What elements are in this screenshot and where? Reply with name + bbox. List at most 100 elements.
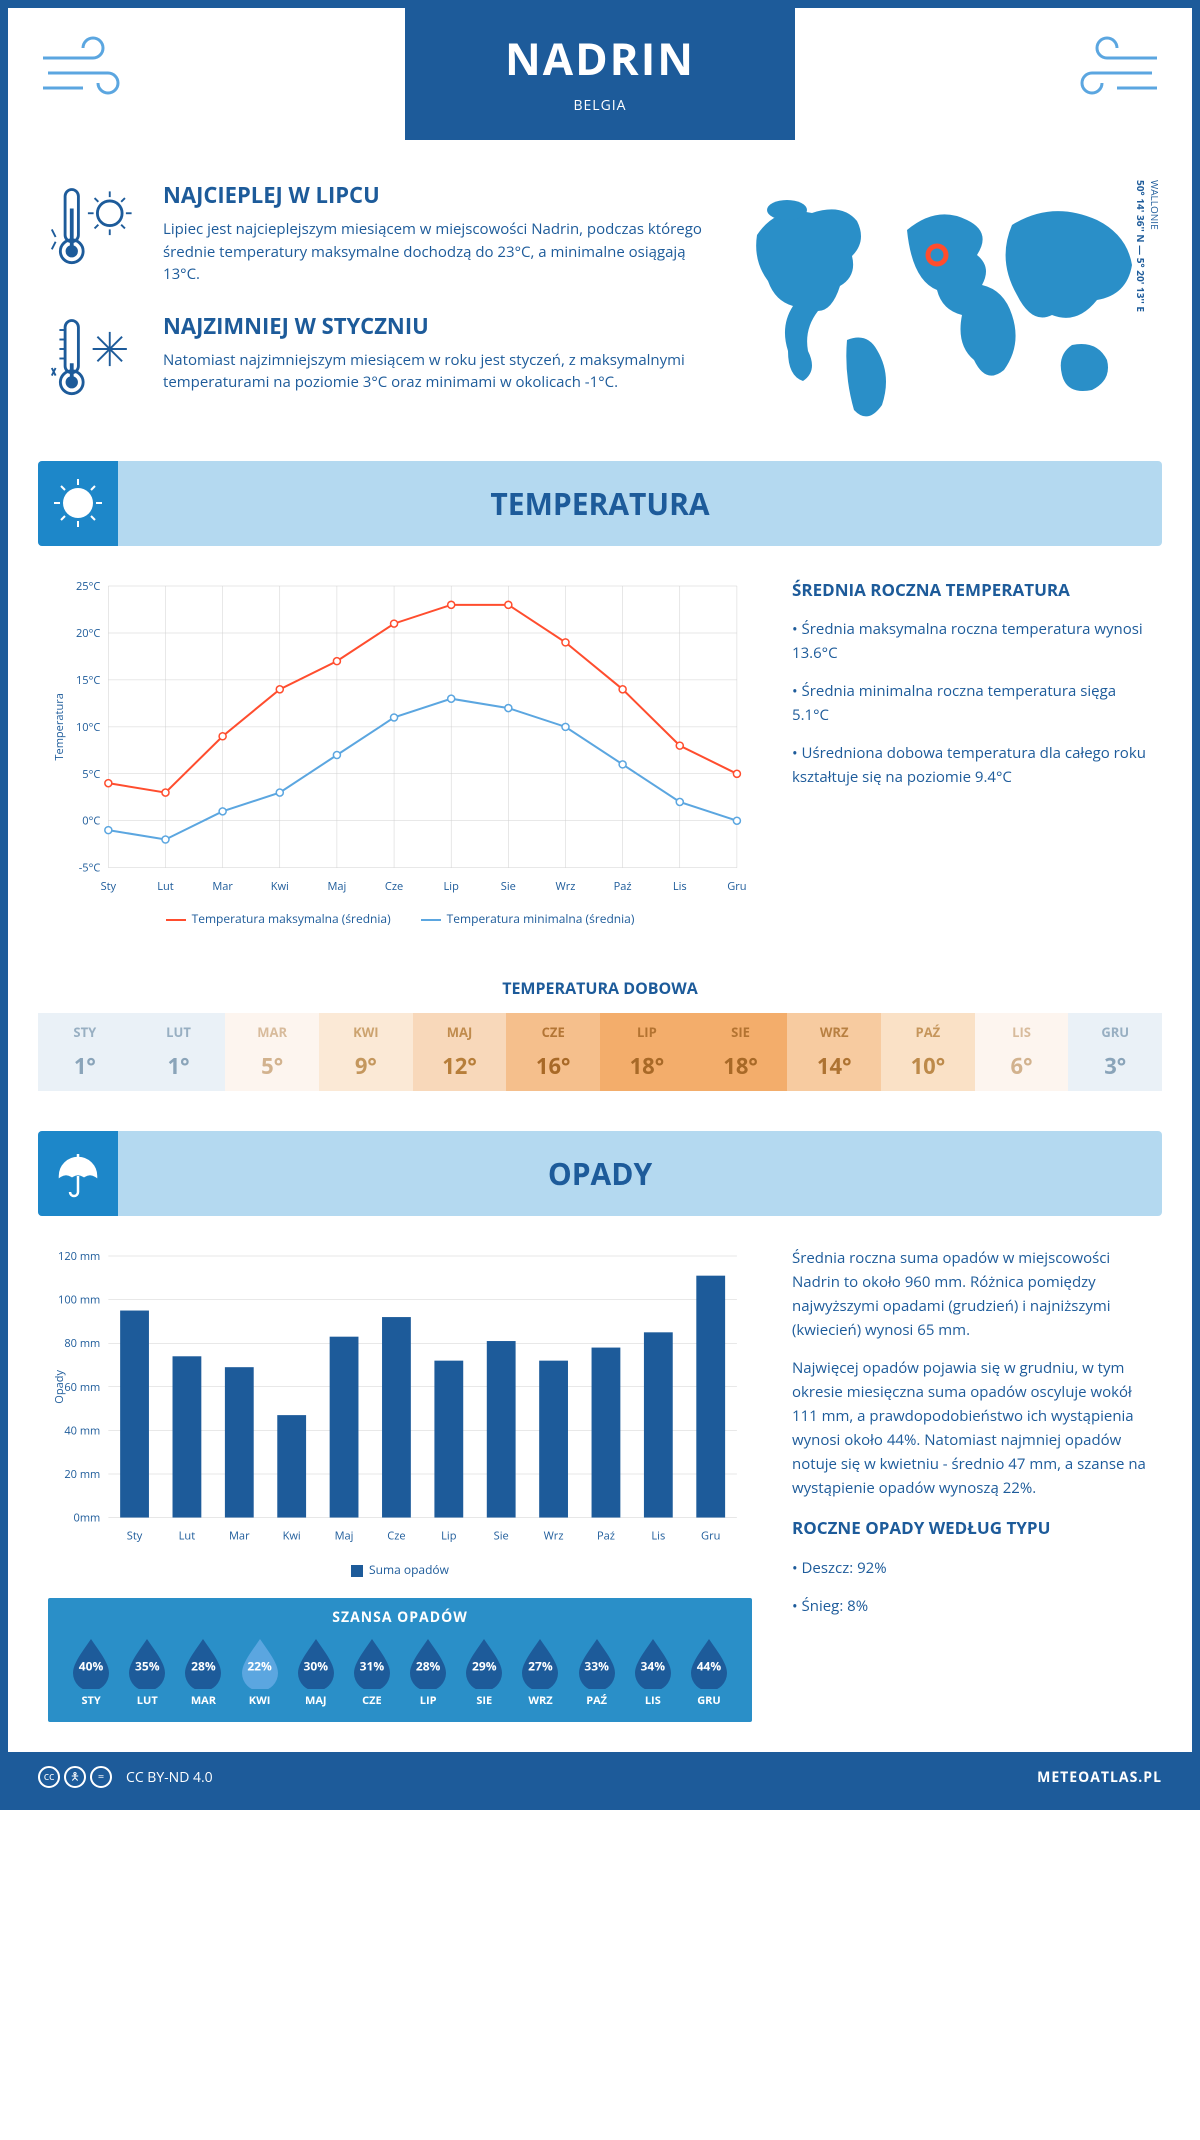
precip-chance: SZANSA OPADÓW 40%STY35%LUT28%MAR22%KWI30…: [48, 1598, 752, 1722]
daily-temp-cell: LIS6°: [975, 1013, 1069, 1091]
legend-precip: Suma opadów: [351, 1561, 449, 1578]
header: NADRIN BELGIA: [8, 8, 1192, 170]
legend-min: Temperatura minimalna (średnia): [421, 910, 635, 927]
daily-temp-cell: STY1°: [38, 1013, 132, 1091]
intro: NAJCIEPLEJ W LIPCU Lipiec jest najcieple…: [8, 170, 1192, 461]
daily-temp-cell: MAJ12°: [413, 1013, 507, 1091]
region: WALLONIE: [1148, 180, 1162, 230]
precip-chart-col: Opady0mm20 mm40 mm60 mm80 mm100 mm120 mm…: [48, 1246, 752, 1722]
cold-title: NAJZIMNIEJ W STYCZNIU: [163, 311, 702, 341]
wind-icon: [1062, 28, 1162, 108]
wind-icon: [38, 28, 138, 108]
coords: WALLONIE 50° 14' 36'' N — 5° 20' 13'' E: [1134, 180, 1162, 312]
temperature-body: Temperatura-5°C0°C5°C10°C15°C20°C25°CSty…: [8, 546, 1192, 958]
warm-title: NAJCIEPLEJ W LIPCU: [163, 180, 702, 210]
svg-text:Cze: Cze: [387, 1529, 405, 1544]
city-title: NADRIN: [505, 28, 695, 88]
svg-text:Cze: Cze: [385, 878, 403, 893]
line-chart-legend: Temperatura maksymalna (średnia) Tempera…: [48, 910, 752, 927]
lat-lon: 50° 14' 36'' N — 5° 20' 13'' E: [1134, 180, 1148, 312]
line-chart: Temperatura-5°C0°C5°C10°C15°C20°C25°CSty…: [48, 576, 752, 898]
svg-text:-5°C: -5°C: [79, 860, 101, 875]
daily-temp-cell: LUT1°: [132, 1013, 226, 1091]
svg-text:0mm: 0mm: [74, 1511, 101, 1526]
intro-warm: NAJCIEPLEJ W LIPCU Lipiec jest najcieple…: [48, 180, 702, 286]
svg-text:120 mm: 120 mm: [58, 1249, 100, 1264]
svg-text:Lis: Lis: [651, 1529, 665, 1544]
svg-text:Lut: Lut: [179, 1529, 196, 1544]
umbrella-icon: [38, 1131, 118, 1216]
svg-text:100 mm: 100 mm: [58, 1293, 100, 1308]
svg-text:Mar: Mar: [212, 878, 233, 893]
svg-text:Wrz: Wrz: [544, 1529, 564, 1544]
svg-text:Temperatura: Temperatura: [52, 693, 67, 761]
precip-body: Opady0mm20 mm40 mm60 mm80 mm100 mm120 mm…: [8, 1216, 1192, 1752]
svg-text:Kwi: Kwi: [271, 878, 289, 893]
thermometer-snow-icon: [48, 311, 143, 406]
chance-title: SZANSA OPADÓW: [64, 1608, 736, 1627]
cold-text: Natomiast najzimniejszym miesiącem w rok…: [163, 349, 702, 394]
chance-cell: 44%GRU: [682, 1637, 736, 1708]
country: BELGIA: [505, 96, 695, 115]
chance-cell: 22%KWI: [233, 1637, 287, 1708]
bullet: • Średnia maksymalna roczna temperatura …: [792, 617, 1152, 665]
chance-cell: 34%LIS: [626, 1637, 680, 1708]
map-svg: [732, 180, 1152, 420]
daily-temp-cell: SIE18°: [694, 1013, 788, 1091]
daily-temp-title: TEMPERATURA DOBOWA: [8, 977, 1192, 999]
temperature-chart: Temperatura-5°C0°C5°C10°C15°C20°C25°CSty…: [48, 576, 752, 928]
bullet: • Śnieg: 8%: [792, 1594, 1152, 1618]
chance-cell: 28%MAR: [176, 1637, 230, 1708]
daily-temp-cell: PAŹ10°: [881, 1013, 975, 1091]
warm-text: Lipiec jest najcieplejszym miesiącem w m…: [163, 218, 702, 286]
footer: cc🯅= CC BY-ND 4.0 METEOATLAS.PL: [8, 1752, 1192, 1802]
svg-text:Lip: Lip: [444, 878, 460, 893]
svg-text:5°C: 5°C: [82, 766, 100, 781]
svg-text:60 mm: 60 mm: [64, 1380, 100, 1395]
intro-cold: NAJZIMNIEJ W STYCZNIU Natomiast najzimni…: [48, 311, 702, 406]
section-title-text: OPADY: [548, 1153, 652, 1194]
precip-para-2: Najwięcej opadów pojawia się w grudniu, …: [792, 1356, 1152, 1500]
chance-cell: 30%MAJ: [289, 1637, 343, 1708]
precip-para-1: Średnia roczna suma opadów w miejscowośc…: [792, 1246, 1152, 1342]
svg-text:Sty: Sty: [101, 878, 117, 893]
chance-row: 40%STY35%LUT28%MAR22%KWI30%MAJ31%CZE28%L…: [64, 1637, 736, 1708]
bullet: • Deszcz: 92%: [792, 1556, 1152, 1580]
daily-temp-cell: LIP18°: [600, 1013, 694, 1091]
section-title-text: TEMPERATURA: [490, 483, 709, 524]
page: NADRIN BELGIA NAJCIEPLEJ W LIPCU Lipiec …: [0, 0, 1200, 1810]
svg-text:Sty: Sty: [127, 1529, 143, 1544]
header-tab: NADRIN BELGIA: [405, 8, 795, 140]
precip-type-title: ROCZNE OPADY WEDŁUG TYPU: [792, 1514, 1152, 1541]
intro-text-col: NAJCIEPLEJ W LIPCU Lipiec jest najcieple…: [48, 180, 702, 431]
sun-icon: [38, 461, 118, 546]
svg-text:0°C: 0°C: [82, 813, 100, 828]
daily-temp-cell: KWI9°: [319, 1013, 413, 1091]
site: METEOATLAS.PL: [1037, 1768, 1162, 1787]
annual-temp-title: ŚREDNIA ROCZNA TEMPERATURA: [792, 576, 1152, 603]
bar-chart: Opady0mm20 mm40 mm60 mm80 mm100 mm120 mm…: [48, 1246, 752, 1548]
daily-temp-table: STY1°LUT1°MAR5°KWI9°MAJ12°CZE16°LIP18°SI…: [38, 1013, 1162, 1091]
svg-text:Lis: Lis: [673, 878, 687, 893]
svg-text:Lip: Lip: [441, 1529, 457, 1544]
chance-cell: 40%STY: [64, 1637, 118, 1708]
legend-max: Temperatura maksymalna (średnia): [166, 910, 391, 927]
svg-text:20 mm: 20 mm: [64, 1467, 100, 1482]
daily-temp-cell: MAR5°: [225, 1013, 319, 1091]
svg-text:Paź: Paź: [597, 1529, 615, 1544]
precip-sidebar: Średnia roczna suma opadów w miejscowośc…: [792, 1246, 1152, 1722]
chance-cell: 27%WRZ: [513, 1637, 567, 1708]
svg-text:Kwi: Kwi: [283, 1529, 301, 1544]
precip-section-title: OPADY: [38, 1131, 1162, 1216]
daily-temp-cell: GRU3°: [1068, 1013, 1162, 1091]
svg-text:Gru: Gru: [701, 1529, 720, 1544]
temperature-section-title: TEMPERATURA: [38, 461, 1162, 546]
svg-text:80 mm: 80 mm: [64, 1337, 100, 1352]
chance-cell: 31%CZE: [345, 1637, 399, 1708]
world-map: WALLONIE 50° 14' 36'' N — 5° 20' 13'' E: [732, 180, 1152, 431]
svg-text:Mar: Mar: [229, 1529, 250, 1544]
svg-text:Gru: Gru: [727, 878, 746, 893]
daily-temp-cell: CZE16°: [506, 1013, 600, 1091]
bullet: • Średnia minimalna roczna temperatura s…: [792, 679, 1152, 727]
license: CC BY-ND 4.0: [126, 1768, 213, 1787]
